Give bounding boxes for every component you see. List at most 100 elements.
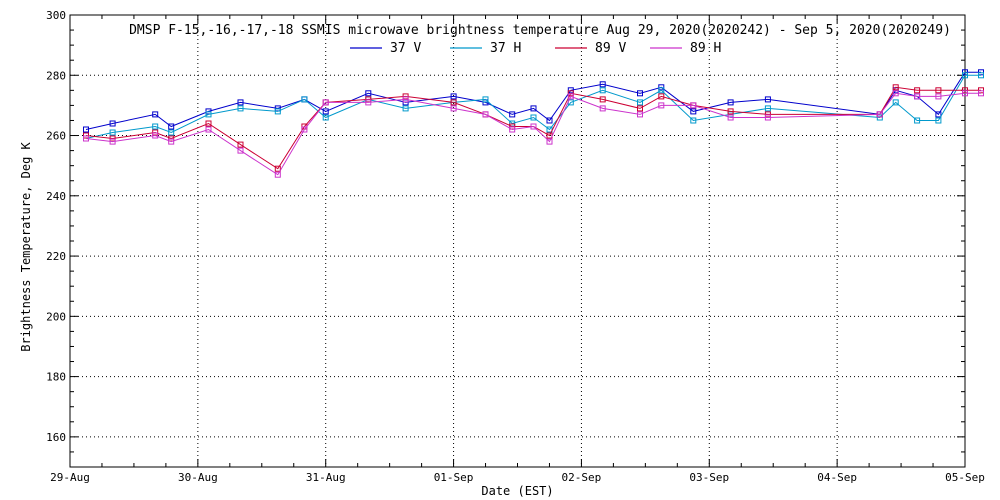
data-point <box>764 105 771 112</box>
axis-ticks: 160 180 200 220 240 260 280 300 29-Aug 30-Aug 31-A… <box>46 9 985 484</box>
data-point <box>658 102 665 109</box>
data-point <box>274 108 281 115</box>
y-tick-label: 300 <box>46 9 66 22</box>
x-tick-label: 30-Aug <box>178 471 218 484</box>
data-point <box>690 102 697 109</box>
data-point <box>205 111 212 118</box>
data-point <box>727 108 734 115</box>
data-point <box>109 135 116 142</box>
data-point <box>914 87 921 94</box>
data-point <box>935 117 942 124</box>
data-point <box>365 90 372 97</box>
series-37-h <box>83 72 984 142</box>
data-point <box>237 105 244 112</box>
data-point <box>509 111 516 118</box>
series-line <box>85 74 981 139</box>
data-point <box>567 93 574 100</box>
data-point <box>599 81 606 88</box>
data-point <box>727 114 734 121</box>
legend-label: 37 V <box>390 41 421 56</box>
data-point <box>637 99 643 106</box>
data-point <box>109 129 116 136</box>
y-tick-label: 280 <box>46 69 66 82</box>
y-tick-label: 160 <box>46 431 66 444</box>
legend: 37 V 37 H 89 V 89 H <box>350 41 721 56</box>
data-point <box>168 138 175 145</box>
data-point <box>450 105 457 112</box>
data-point <box>322 99 329 106</box>
legend-label: 89 H <box>690 41 721 56</box>
data-point <box>237 147 244 154</box>
data-point <box>546 117 553 124</box>
x-axis-label: Date (EST) <box>481 484 553 498</box>
series-89-h <box>83 90 984 178</box>
data-point <box>402 96 409 103</box>
data-point <box>482 111 489 118</box>
grid-lines <box>70 15 965 467</box>
data-point <box>402 105 409 112</box>
data-point <box>690 117 697 124</box>
legend-label: 37 H <box>490 41 521 56</box>
data-point <box>599 105 606 112</box>
data-point <box>152 123 159 130</box>
y-tick-label: 180 <box>46 371 66 384</box>
series-line <box>85 92 981 176</box>
data-point <box>322 108 329 115</box>
x-tick-label: 29-Aug <box>50 471 90 484</box>
data-point <box>546 138 553 145</box>
y-tick-label: 240 <box>46 190 66 203</box>
data-point <box>935 111 942 118</box>
data-point <box>205 120 212 127</box>
data-point <box>690 108 697 115</box>
data-point <box>152 111 159 118</box>
x-tick-label: 05-Sep <box>945 471 985 484</box>
data-point <box>365 99 372 106</box>
data-point <box>109 138 116 145</box>
data-point <box>450 99 457 106</box>
data-point <box>530 105 537 112</box>
data-point <box>978 72 984 79</box>
data-point <box>876 111 883 118</box>
chart-title: DMSP F-15,-16,-17,-18 SSMIS microwave br… <box>129 23 951 38</box>
data-point <box>109 120 116 127</box>
data-point <box>168 135 175 142</box>
x-tick-label: 03-Sep <box>689 471 729 484</box>
data-point <box>274 171 281 178</box>
data-point <box>914 93 921 100</box>
data-point <box>637 90 643 97</box>
data-point <box>892 84 899 91</box>
x-tick-label: 01-Sep <box>434 471 474 484</box>
data-point <box>599 87 606 94</box>
data-point <box>764 114 771 121</box>
data-point <box>658 87 665 94</box>
data-point <box>237 141 244 148</box>
data-point <box>237 99 244 106</box>
data-point <box>205 126 212 133</box>
data-point <box>168 123 175 130</box>
x-tick-label: 31-Aug <box>306 471 346 484</box>
data-point <box>935 87 942 94</box>
y-tick-label: 260 <box>46 130 66 143</box>
data-point <box>83 135 89 142</box>
data-point <box>482 96 489 103</box>
data-point <box>168 129 175 136</box>
data-point <box>450 93 457 100</box>
data-point <box>152 132 159 139</box>
series-line <box>85 71 981 130</box>
data-point <box>978 90 984 97</box>
data-point <box>892 90 899 97</box>
legend-label: 89 V <box>595 41 626 56</box>
data-point <box>301 96 308 103</box>
data-point <box>892 99 899 106</box>
data-point <box>83 126 89 133</box>
data-point <box>914 117 921 124</box>
data-point <box>935 93 942 100</box>
data-point <box>322 114 329 121</box>
series-layer <box>83 69 984 178</box>
x-tick-label: 02-Sep <box>562 471 602 484</box>
data-point <box>764 96 771 103</box>
data-point <box>274 165 281 172</box>
y-tick-label: 220 <box>46 250 66 263</box>
